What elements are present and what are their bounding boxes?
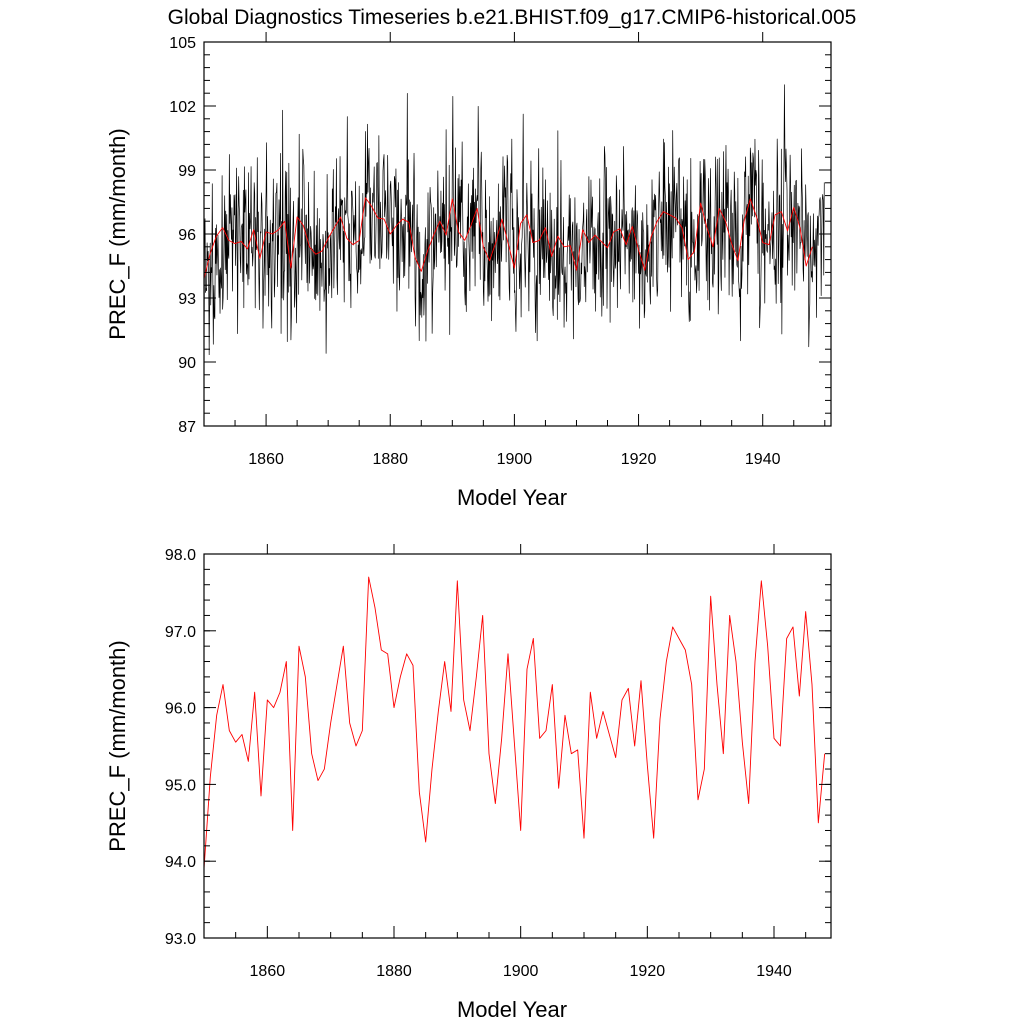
bottom-y-tick-label: 97.0 (165, 624, 196, 641)
top-y-axis-label: PREC_F (mm/month) (105, 128, 130, 339)
bottom-x-tick-label: 1920 (630, 963, 666, 980)
top-plot-series (203, 84, 825, 377)
bottom-x-tick-label: 1940 (756, 963, 792, 980)
top-y-tick-label: 93 (178, 291, 196, 308)
top-y-tick-label: 102 (169, 99, 196, 116)
bottom-plot-ticks: 93.0 94.0 95.0 96.0 97.0 98.0 1860 1880 1900 1920… (165, 544, 831, 980)
bottom-x-axis-label: Model Year (457, 997, 567, 1022)
top-y-tick-label: 96 (178, 227, 196, 244)
bottom-y-tick-label: 93.0 (165, 931, 196, 948)
bottom-x-tick-label: 1880 (376, 963, 412, 980)
bottom-y-tick-label: 94.0 (165, 854, 196, 871)
top-y-tick-label: 105 (169, 35, 196, 52)
top-x-tick-label: 1920 (621, 451, 657, 468)
top-x-tick-label: 1940 (745, 451, 781, 468)
top-x-axis-label: Model Year (457, 485, 567, 510)
chart-title: Global Diagnostics Timeseries b.e21.BHIS… (168, 6, 857, 29)
top-plot-ticks: 87 90 93 96 99 102 105 1860 1880 1900 1920 1940 (169, 32, 831, 468)
top-x-tick-label: 1900 (497, 451, 533, 468)
bottom-x-tick-label: 1860 (250, 963, 286, 980)
bottom-y-tick-label: 98.0 (165, 547, 196, 564)
bottom-plot-frame (203, 553, 832, 939)
top-series-annual-mean-line (203, 197, 813, 279)
bottom-y-axis-label: PREC_F (mm/month) (105, 640, 130, 851)
top-y-tick-label: 87 (178, 419, 196, 436)
bottom-panel: 93.0 94.0 95.0 96.0 97.0 98.0 1860 1880 1900 1920… (105, 544, 832, 1022)
top-x-tick-label: 1880 (372, 451, 408, 468)
bottom-series-annual-mean-line (203, 576, 826, 869)
bottom-y-tick-label: 95.0 (165, 777, 196, 794)
top-y-tick-label: 90 (178, 355, 196, 372)
bottom-x-tick-label: 1900 (503, 963, 539, 980)
top-x-tick-label: 1860 (248, 451, 284, 468)
bottom-plot-series (203, 576, 826, 869)
top-series-monthly-line (203, 84, 825, 377)
bottom-y-tick-label: 96.0 (165, 701, 196, 718)
top-panel: 87 90 93 96 99 102 105 1860 1880 1900 1920 1940 Mod… (105, 32, 832, 510)
top-y-tick-label: 99 (178, 163, 196, 180)
